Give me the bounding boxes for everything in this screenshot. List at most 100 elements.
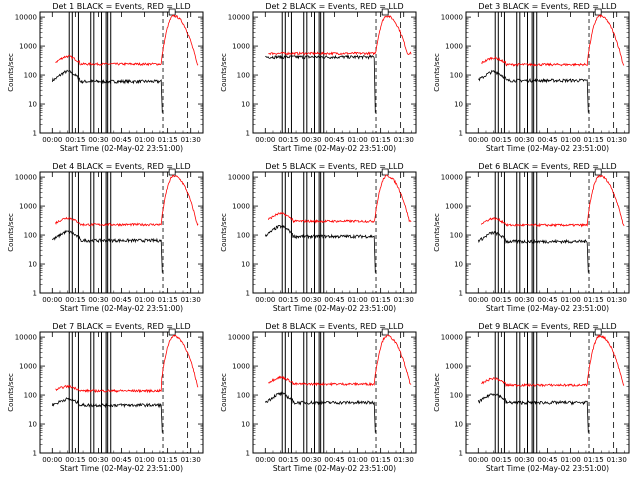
x-tick-label: 01:30: [394, 296, 414, 304]
panel-title: Det 6 BLACK = Events, RED = LLD: [478, 162, 616, 171]
y-tick-label: 100: [450, 392, 463, 400]
x-tick-label: 00:15: [65, 136, 85, 144]
x-tick-label: 01:15: [584, 296, 604, 304]
events-series-line: [478, 69, 589, 113]
y-tick-label: 100: [237, 392, 250, 400]
x-axis-label: Start Time (02-May-02 23:51:00): [60, 304, 183, 313]
x-tick-label: 00:00: [255, 136, 275, 144]
x-tick-label: 00:45: [111, 136, 131, 144]
y-tick-label: 10000: [228, 174, 250, 182]
y-tick-label: 100: [237, 232, 250, 240]
plot-frame: [39, 331, 204, 454]
y-tick-label: 1: [246, 290, 250, 298]
x-tick-label: 01:00: [134, 296, 154, 304]
x-tick-label: 01:00: [134, 136, 154, 144]
x-axis-label: Start Time (02-May-02 23:51:00): [486, 304, 609, 313]
flare-flag-marker: [594, 168, 602, 176]
detector-panel: Det 5 BLACK = Events, RED = LLD Counts/se…: [220, 162, 417, 313]
panel-title: Det 9 BLACK = Events, RED = LLD: [478, 322, 616, 331]
x-axis-label: Start Time (02-May-02 23:51:00): [486, 464, 609, 473]
detector-panel: Det 8 BLACK = Events, RED = LLD Counts/se…: [220, 322, 417, 473]
events-series-line: [265, 54, 376, 113]
x-tick-label: 01:00: [560, 296, 580, 304]
plot-frame: [252, 11, 417, 134]
detector-panel: Det 1 BLACK = Events, RED = LLD Counts/se…: [7, 2, 204, 153]
y-tick-label: 10: [454, 421, 463, 429]
x-tick-label: 00:00: [42, 296, 62, 304]
flare-flag-marker: [381, 168, 389, 176]
y-tick-label: 100: [24, 72, 37, 80]
panel-title: Det 7 BLACK = Events, RED = LLD: [52, 322, 190, 331]
x-tick-label: 01:00: [347, 136, 367, 144]
x-tick-label: 00:00: [468, 136, 488, 144]
x-tick-label: 00:00: [42, 136, 62, 144]
lld-series-line: [268, 15, 412, 56]
x-tick-label: 00:00: [468, 456, 488, 464]
lld-series-line: [268, 174, 412, 224]
x-tick-label: 01:00: [560, 456, 580, 464]
x-tick-label: 01:00: [560, 136, 580, 144]
y-axis-label: Counts/sec: [7, 373, 15, 412]
x-tick-label: 01:15: [371, 456, 391, 464]
x-tick-label: 01:30: [607, 296, 627, 304]
x-tick-label: 00:45: [111, 296, 131, 304]
x-tick-label: 01:15: [371, 296, 391, 304]
x-tick-label: 00:45: [324, 296, 344, 304]
y-tick-label: 10: [454, 261, 463, 269]
x-tick-label: 00:30: [301, 456, 321, 464]
y-tick-label: 10: [241, 261, 250, 269]
x-axis-label: Start Time (02-May-02 23:51:00): [273, 144, 396, 153]
x-tick-label: 00:15: [278, 296, 298, 304]
x-tick-label: 01:00: [134, 456, 154, 464]
flare-flag-marker: [168, 168, 176, 176]
y-tick-label: 100: [24, 392, 37, 400]
y-tick-label: 1: [33, 290, 37, 298]
lld-series-line: [55, 174, 199, 227]
x-tick-label: 01:15: [584, 456, 604, 464]
events-series-line: [51, 69, 163, 113]
panel-title: Det 3 BLACK = Events, RED = LLD: [478, 2, 616, 11]
y-tick-label: 1000: [232, 43, 250, 51]
panel-title: Det 8 BLACK = Events, RED = LLD: [265, 322, 403, 331]
lld-series-line: [268, 334, 412, 387]
detector-panel: Det 3 BLACK = Events, RED = LLD Counts/se…: [433, 2, 630, 153]
detector-panel: Det 9 BLACK = Events, RED = LLD Counts/se…: [433, 322, 630, 473]
panel-title: Det 4 BLACK = Events, RED = LLD: [52, 162, 190, 171]
x-tick-label: 00:15: [65, 296, 85, 304]
y-tick-label: 10: [454, 101, 463, 109]
x-tick-label: 00:00: [255, 296, 275, 304]
y-axis-label: Counts/sec: [220, 373, 228, 412]
x-axis-label: Start Time (02-May-02 23:51:00): [486, 144, 609, 153]
detector-panel: Det 7 BLACK = Events, RED = LLD Counts/se…: [7, 322, 204, 473]
y-tick-label: 10: [28, 261, 37, 269]
y-axis-label: Counts/sec: [7, 213, 15, 252]
y-tick-label: 1: [459, 450, 463, 458]
flare-flag-marker: [381, 8, 389, 16]
y-axis-label: Counts/sec: [433, 53, 441, 92]
x-tick-label: 01:30: [181, 136, 201, 144]
flare-flag-marker: [168, 8, 176, 16]
x-tick-label: 00:45: [537, 136, 557, 144]
y-tick-label: 1: [33, 130, 37, 138]
y-tick-label: 10: [28, 421, 37, 429]
x-tick-label: 01:30: [607, 136, 627, 144]
events-series-line: [51, 229, 163, 273]
y-tick-label: 1: [459, 130, 463, 138]
x-tick-label: 00:15: [278, 456, 298, 464]
y-tick-label: 10: [28, 101, 37, 109]
x-tick-label: 00:30: [514, 456, 534, 464]
y-tick-label: 1000: [445, 203, 463, 211]
x-tick-label: 00:45: [324, 136, 344, 144]
x-tick-label: 01:15: [584, 136, 604, 144]
x-tick-label: 00:15: [491, 456, 511, 464]
y-tick-label: 1000: [232, 203, 250, 211]
y-tick-label: 10000: [441, 334, 463, 342]
y-tick-label: 10000: [228, 334, 250, 342]
y-axis-label: Counts/sec: [7, 53, 15, 92]
x-tick-label: 00:30: [301, 136, 321, 144]
flare-flag-marker: [168, 328, 176, 336]
y-tick-label: 1: [246, 450, 250, 458]
y-tick-label: 10: [241, 101, 250, 109]
x-tick-label: 00:15: [65, 456, 85, 464]
y-tick-label: 10000: [441, 174, 463, 182]
